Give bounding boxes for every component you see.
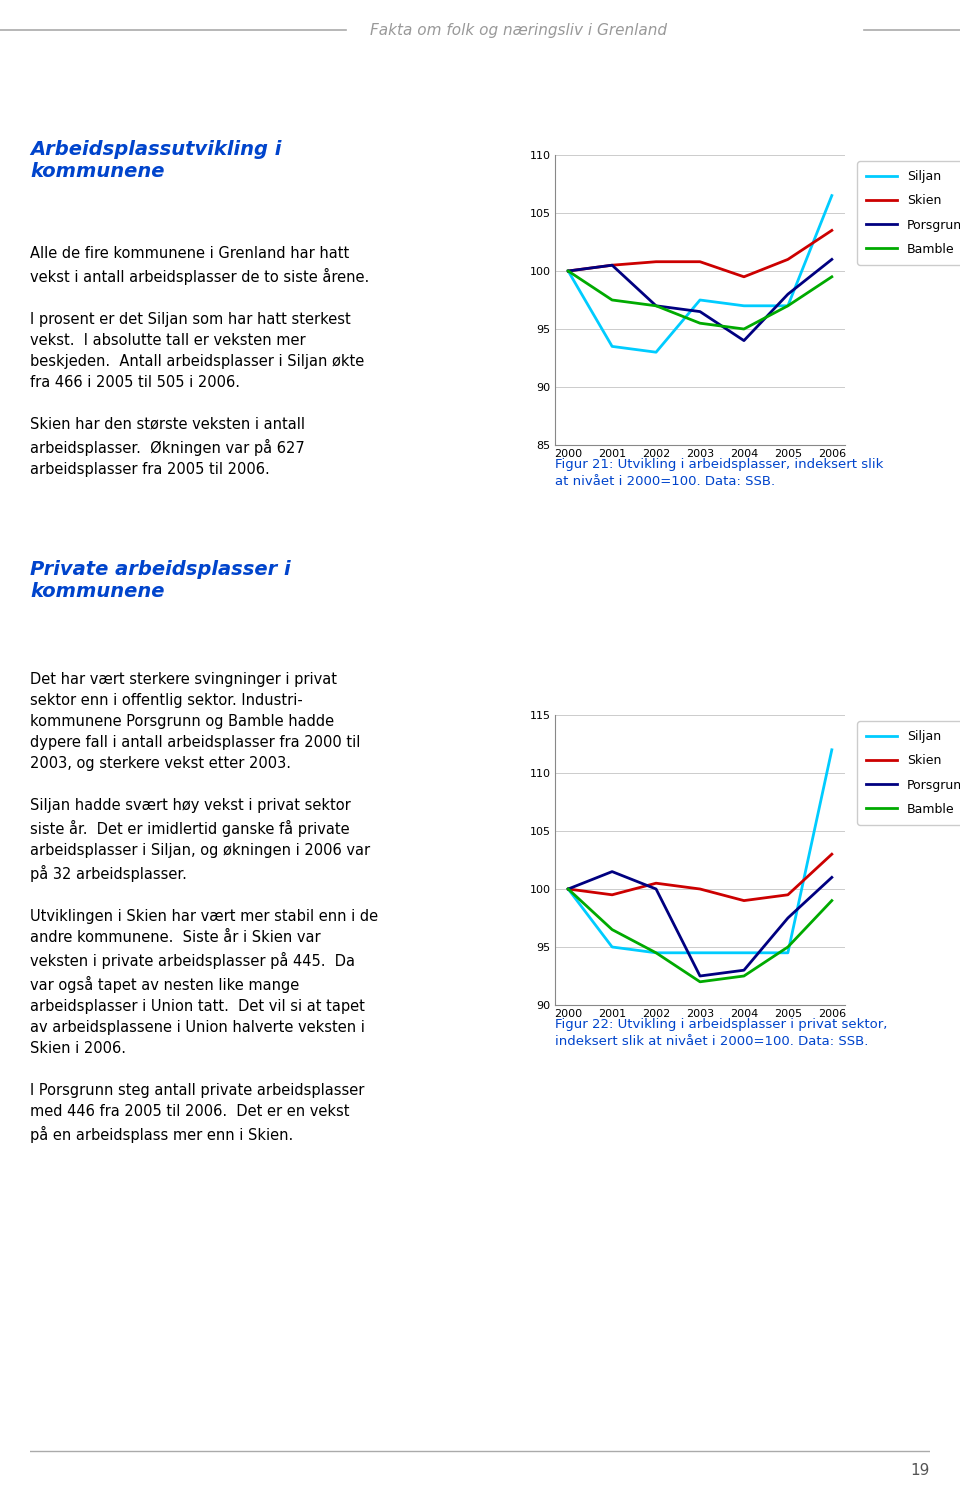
Text: 19: 19 <box>911 1464 930 1479</box>
Text: Private arbeidsplasser i
kommunene: Private arbeidsplasser i kommunene <box>30 560 291 600</box>
Legend: Siljan, Skien, Porsgrunn, Bamble: Siljan, Skien, Porsgrunn, Bamble <box>857 721 960 825</box>
Text: Alle de fire kommunene i Grenland har hatt
vekst i antall arbeidsplasser de to s: Alle de fire kommunene i Grenland har ha… <box>30 245 370 477</box>
Text: Det har vært sterkere svingninger i privat
sektor enn i offentlig sektor. Indust: Det har vært sterkere svingninger i priv… <box>30 672 378 1143</box>
Text: Figur 22: Utvikling i arbeidsplasser i privat sektor,
indeksert slik at nivået i: Figur 22: Utvikling i arbeidsplasser i p… <box>555 1018 887 1048</box>
Text: Arbeidsplassutvikling i
kommunene: Arbeidsplassutvikling i kommunene <box>30 140 281 181</box>
Text: Fakta om folk og næringsliv i Grenland: Fakta om folk og næringsliv i Grenland <box>370 22 666 37</box>
Legend: Siljan, Skien, Porsgrunn, Bamble: Siljan, Skien, Porsgrunn, Bamble <box>857 162 960 265</box>
Text: Figur 21: Utvikling i arbeidsplasser, indeksert slik
at nivået i 2000=100. Data:: Figur 21: Utvikling i arbeidsplasser, in… <box>555 458 883 487</box>
